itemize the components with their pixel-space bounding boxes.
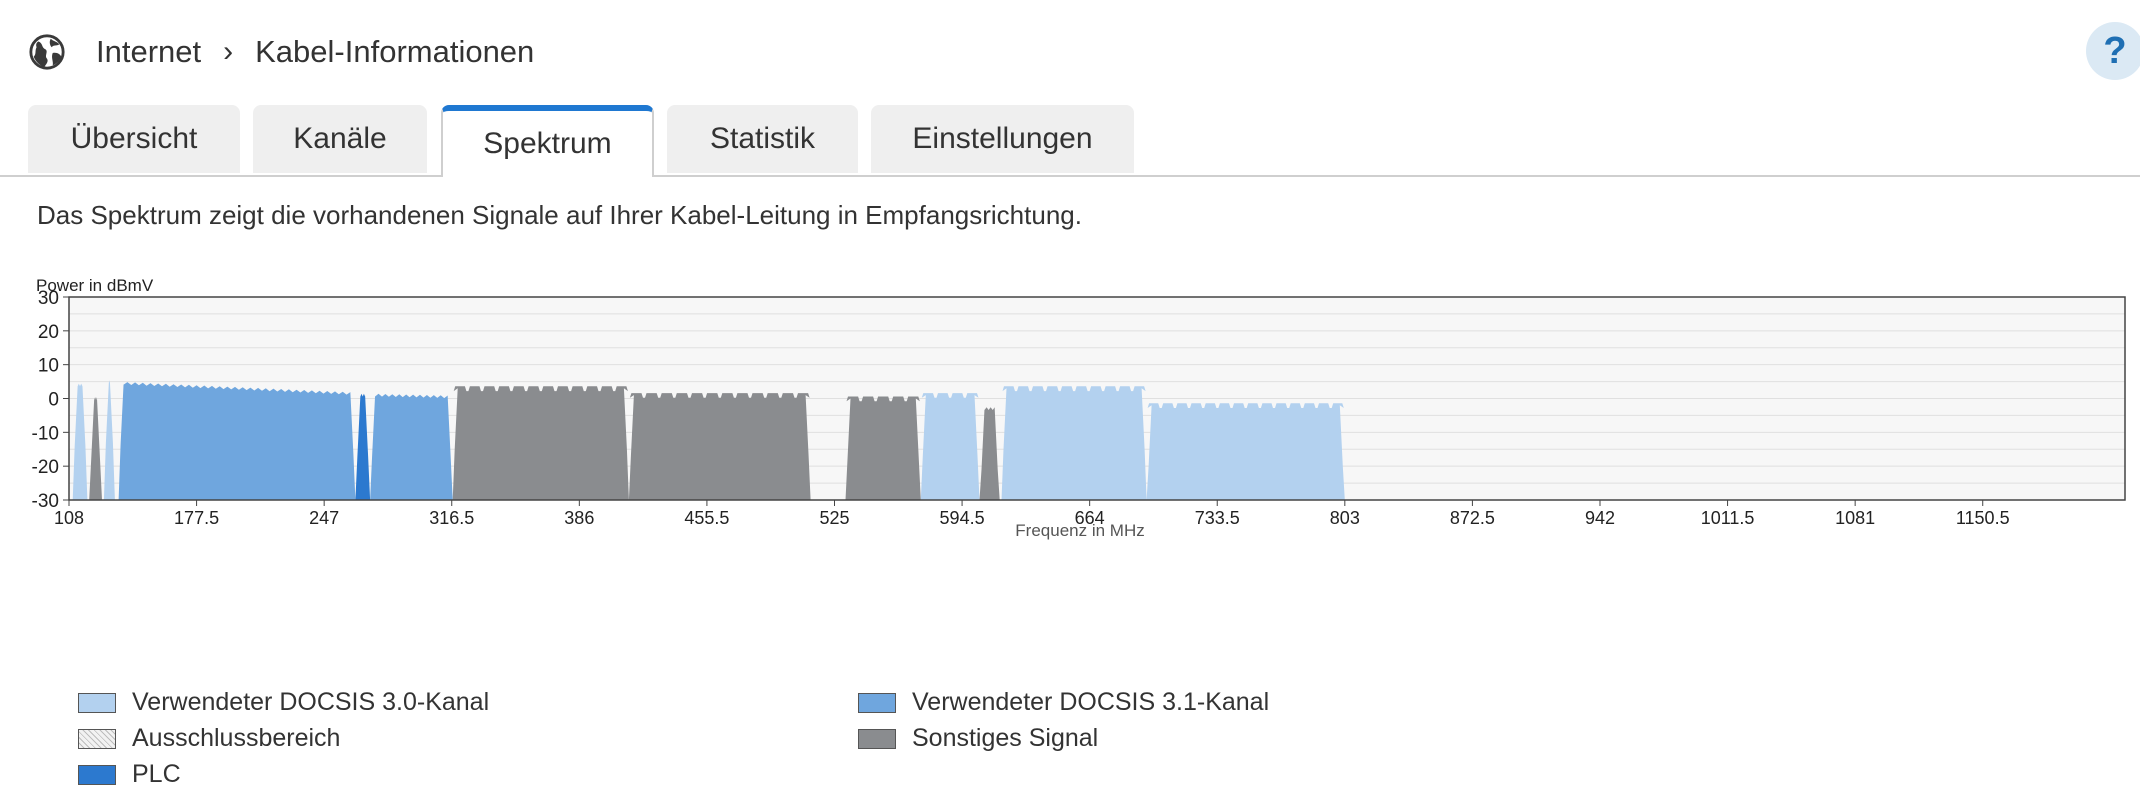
x-tick-label: 386 — [564, 508, 594, 528]
x-tick-label: 455.5 — [684, 508, 729, 528]
tab-spektrum[interactable]: Spektrum — [441, 105, 654, 177]
page-description: Das Spektrum zeigt die vorhandenen Signa… — [37, 200, 1082, 230]
legend-item-plc: PLC — [78, 760, 181, 789]
y-tick-label: -10 — [32, 423, 59, 444]
legend-item-docsis30: Verwendeter DOCSIS 3.0-Kanal — [78, 688, 489, 717]
spectrum-band-docsis30 — [1001, 386, 1147, 500]
legend-label: PLC — [132, 760, 181, 788]
x-tick-label: 803 — [1330, 508, 1360, 528]
tab-statistik[interactable]: Statistik — [667, 105, 858, 173]
legend-item-docsis31: Verwendeter DOCSIS 3.1-Kanal — [858, 688, 1269, 717]
spectrum-band-other — [89, 397, 102, 500]
breadcrumb-current-page: Kabel-Informationen — [255, 34, 535, 69]
y-tick-label: -30 — [32, 491, 59, 512]
y-tick-label: 10 — [38, 356, 59, 377]
legend-swatch-plc — [78, 764, 116, 785]
legend-swatch-other — [858, 728, 896, 749]
x-tick-label: 316.5 — [429, 508, 474, 528]
x-tick-label: 594.5 — [940, 508, 985, 528]
legend-swatch-docsis31 — [858, 692, 896, 713]
legend-item-exclusion: Ausschlussbereich — [78, 724, 340, 753]
x-tick-label: 1081 — [1835, 508, 1875, 528]
x-tick-label: 1150.5 — [1956, 508, 2010, 528]
x-tick-label: 942 — [1585, 508, 1615, 528]
spectrum-band-other — [628, 393, 811, 500]
legend-label: Verwendeter DOCSIS 3.0-Kanal — [132, 688, 490, 716]
help-button[interactable]: ? — [2086, 22, 2140, 80]
tab-bar: Übersicht Kanäle Spektrum Statistik Eins… — [0, 105, 2140, 177]
legend-label: Ausschlussbereich — [132, 724, 341, 752]
x-tick-label: 525 — [819, 508, 849, 528]
legend-label: Sonstiges Signal — [912, 724, 1099, 752]
spectrum-band-docsis30 — [72, 383, 88, 500]
tab-uebersicht[interactable]: Übersicht — [28, 105, 240, 173]
x-tick-label: 108 — [54, 508, 84, 528]
spectrum-band-plc — [355, 393, 371, 500]
spectrum-band-docsis30 — [103, 380, 115, 500]
spectrum-band-other — [845, 396, 921, 500]
x-tick-label: 177.5 — [174, 508, 219, 528]
x-tick-label: 247 — [309, 508, 339, 528]
legend-label: Verwendeter DOCSIS 3.1-Kanal — [912, 688, 1270, 716]
tab-einstellungen[interactable]: Einstellungen — [871, 105, 1134, 173]
spectrum-band-other — [452, 386, 629, 500]
x-tick-label: 733.5 — [1195, 508, 1240, 528]
spectrum-band-docsis31 — [118, 382, 356, 500]
chevron-right-icon: › — [223, 35, 234, 68]
y-tick-label: -20 — [32, 457, 59, 478]
legend-swatch-docsis30 — [78, 692, 116, 713]
x-axis-label: Frequenz in MHz — [1015, 521, 1144, 540]
breadcrumb: Internet › Kabel-Informationen — [28, 30, 534, 74]
spectrum-band-other — [979, 407, 1000, 500]
spectrum-band-docsis31 — [370, 393, 453, 500]
y-tick-label: 30 — [38, 288, 59, 309]
chart-legend: Verwendeter DOCSIS 3.0-Kanal Verwendeter… — [78, 684, 1478, 794]
tab-kanaele[interactable]: Kanäle — [253, 105, 427, 173]
legend-swatch-exclusion — [78, 728, 116, 749]
y-tick-label: 20 — [38, 322, 59, 343]
x-tick-label: 664 — [1075, 508, 1105, 528]
legend-item-other: Sonstiges Signal — [858, 724, 1098, 753]
globe-icon — [29, 34, 65, 70]
y-tick-label: 0 — [48, 390, 59, 411]
spectrum-band-docsis30 — [1146, 403, 1345, 500]
y-axis-label: Power in dBmV — [36, 276, 154, 295]
x-tick-label: 872.5 — [1450, 508, 1495, 528]
x-tick-label: 1011.5 — [1701, 508, 1755, 528]
spectrum-band-docsis30 — [920, 393, 980, 500]
breadcrumb-section-link[interactable]: Internet — [96, 34, 202, 69]
